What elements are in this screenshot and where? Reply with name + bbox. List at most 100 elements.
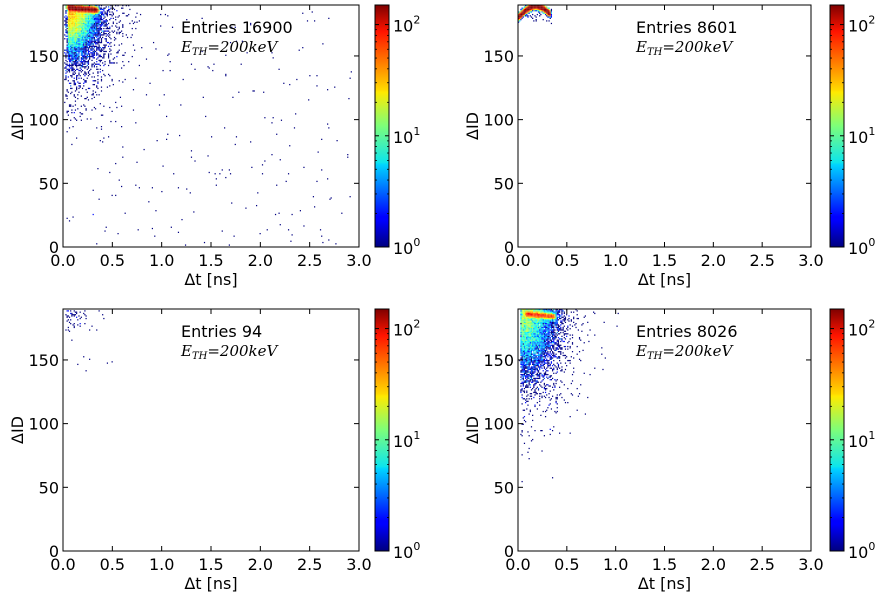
heatmap-cell bbox=[559, 367, 561, 369]
heatmap-cell bbox=[521, 314, 523, 316]
heatmap-cell bbox=[85, 25, 87, 27]
heatmap-cell bbox=[78, 53, 80, 55]
heatmap-cell bbox=[534, 347, 536, 349]
heatmap-cell bbox=[528, 334, 530, 336]
heatmap-cell bbox=[85, 24, 87, 26]
heatmap-cell bbox=[90, 35, 92, 37]
x-tick-label: 1.5 bbox=[198, 251, 223, 270]
heatmap-cell bbox=[526, 363, 528, 366]
heatmap-cell bbox=[80, 47, 82, 49]
heatmap-cell bbox=[252, 90, 254, 92]
heatmap-cell bbox=[544, 410, 547, 413]
heatmap-cell bbox=[521, 338, 523, 340]
heatmap-cell bbox=[72, 15, 74, 17]
heatmap-cell bbox=[80, 19, 82, 21]
heatmap-cell bbox=[86, 64, 88, 67]
heatmap-cell bbox=[167, 54, 169, 56]
heatmap-cell bbox=[526, 370, 528, 372]
heatmap-cell bbox=[65, 17, 67, 20]
heatmap-cell bbox=[107, 54, 110, 56]
heatmap-cell bbox=[527, 11, 529, 13]
heatmap-cell bbox=[537, 347, 540, 349]
heatmap-cell bbox=[530, 376, 533, 378]
heatmap-cell bbox=[554, 317, 556, 320]
heatmap-cell bbox=[70, 17, 72, 20]
heatmap-cell bbox=[76, 50, 78, 53]
heatmap-cell bbox=[549, 365, 551, 367]
heatmap-cell bbox=[72, 45, 74, 48]
heatmap-cell bbox=[99, 16, 101, 18]
heatmap-cell bbox=[91, 21, 93, 23]
heatmap-cell bbox=[534, 6, 536, 8]
heatmap-cell bbox=[562, 354, 564, 357]
heatmap-cell bbox=[529, 11, 531, 13]
heatmap-cell bbox=[103, 55, 105, 58]
heatmap-cell bbox=[93, 24, 95, 26]
heatmap-cell bbox=[544, 333, 547, 335]
heatmap-cell bbox=[77, 45, 79, 48]
heatmap-cell bbox=[521, 381, 523, 383]
heatmap-cell bbox=[529, 343, 531, 345]
heatmap-cell bbox=[72, 49, 74, 51]
heatmap-cell bbox=[530, 353, 533, 355]
heatmap-cell bbox=[89, 58, 91, 60]
heatmap-cell bbox=[526, 347, 528, 349]
heatmap-cell bbox=[541, 395, 543, 397]
heatmap-cell bbox=[90, 10, 92, 12]
heatmap-cell bbox=[539, 311, 541, 313]
heatmap-cell bbox=[555, 320, 557, 322]
heatmap-cell bbox=[215, 184, 217, 186]
heatmap-cell bbox=[96, 35, 98, 37]
heatmap-cell bbox=[78, 72, 80, 74]
heatmap-cell bbox=[521, 480, 523, 483]
heatmap-cell bbox=[555, 321, 557, 324]
heatmap-cell bbox=[520, 333, 522, 335]
heatmap-cell bbox=[122, 24, 124, 26]
heatmap-cell bbox=[549, 363, 551, 366]
heatmap-cell bbox=[70, 24, 72, 26]
heatmap-cell bbox=[528, 337, 530, 339]
heatmap-cell bbox=[103, 13, 105, 16]
heatmap-cell bbox=[93, 10, 95, 12]
heatmap-cell bbox=[92, 44, 94, 46]
heatmap-cell bbox=[71, 11, 73, 13]
heatmap-cell bbox=[109, 48, 111, 50]
heatmap-cell bbox=[177, 187, 180, 189]
heatmap-cell bbox=[546, 311, 548, 313]
heatmap-cell bbox=[559, 347, 561, 349]
heatmap-cell bbox=[529, 5, 531, 7]
heatmap-cell bbox=[71, 315, 73, 317]
heatmap-cell bbox=[109, 50, 111, 53]
heatmap-cell bbox=[536, 362, 538, 364]
heatmap-cell bbox=[84, 17, 86, 20]
heatmap-cell bbox=[87, 20, 90, 22]
heatmap-cell bbox=[522, 13, 524, 16]
heatmap-cell bbox=[587, 396, 589, 399]
heatmap-cell bbox=[77, 35, 79, 37]
heatmap-cell bbox=[80, 25, 82, 27]
heatmap-cell bbox=[526, 384, 528, 386]
heatmap-cell bbox=[349, 77, 351, 79]
heatmap-cell bbox=[555, 314, 557, 316]
heatmap-cell bbox=[561, 309, 563, 311]
heatmap-cell bbox=[76, 10, 78, 12]
heatmap-cell bbox=[536, 343, 538, 345]
heatmap-cell bbox=[79, 69, 81, 72]
heatmap-cell bbox=[79, 39, 81, 41]
heatmap-cell bbox=[93, 12, 95, 14]
heatmap-cell bbox=[550, 361, 553, 363]
heatmap-cell bbox=[539, 356, 541, 358]
heatmap-cell bbox=[543, 362, 545, 364]
heatmap-cell bbox=[100, 29, 103, 31]
heatmap-cell bbox=[118, 33, 120, 35]
heatmap-cell bbox=[523, 325, 526, 327]
heatmap-cell bbox=[91, 27, 93, 30]
heatmap-cell bbox=[594, 312, 596, 315]
heatmap-cell bbox=[551, 345, 554, 348]
heatmap-cell bbox=[110, 17, 112, 20]
heatmap-cell bbox=[543, 435, 545, 437]
heatmap-cell bbox=[76, 25, 78, 27]
heatmap-cell bbox=[89, 43, 91, 45]
heatmap-cell bbox=[74, 6, 77, 8]
heatmap-cell bbox=[549, 326, 551, 329]
